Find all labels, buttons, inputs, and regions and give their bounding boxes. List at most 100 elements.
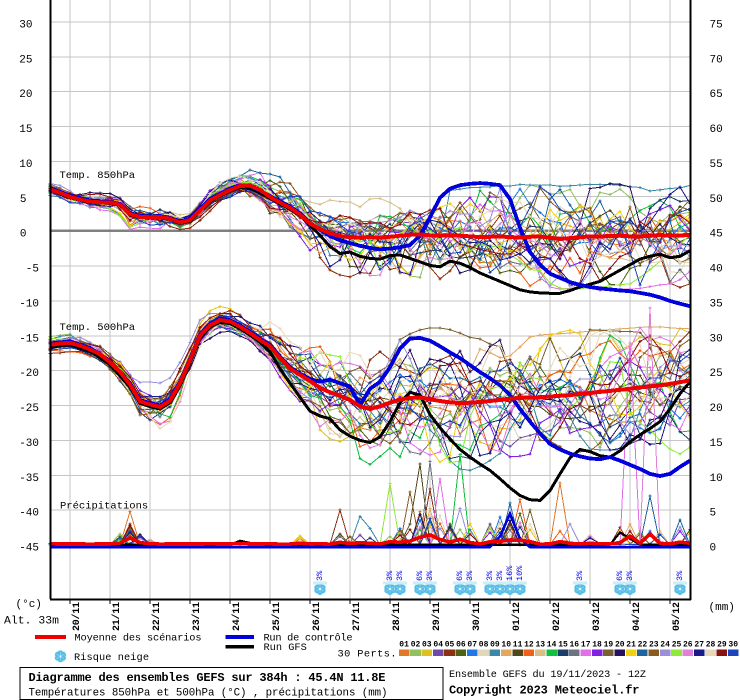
svg-text:(mm): (mm) [709,602,735,614]
svg-text:60: 60 [710,124,723,136]
svg-text:45: 45 [710,229,723,241]
svg-text:03/12: 03/12 [591,602,603,631]
svg-text:55: 55 [710,159,723,171]
svg-text:13: 13 [535,641,545,650]
svg-text:29: 29 [717,641,727,650]
svg-text:10: 10 [501,641,511,650]
svg-text:15: 15 [19,124,32,136]
svg-text:Copyright 2023 Meteociel.fr: Copyright 2023 Meteociel.fr [449,683,640,697]
svg-text:29/11: 29/11 [431,602,443,631]
svg-text:3%: 3% [385,570,395,581]
svg-text:24/11: 24/11 [231,602,243,631]
svg-text:Run de contrôle: Run de contrôle [264,632,353,644]
svg-text:3%: 3% [315,570,325,581]
svg-text:6%: 6% [615,570,625,581]
svg-text:18: 18 [592,641,602,650]
svg-text:-15: -15 [19,333,39,345]
svg-text:75: 75 [710,20,723,32]
svg-text:03: 03 [422,641,432,650]
svg-text:23/11: 23/11 [191,602,203,631]
svg-text:16%: 16% [505,565,515,581]
svg-text:70: 70 [710,54,723,66]
svg-text:-5: -5 [26,264,39,276]
svg-text:15: 15 [710,438,723,450]
svg-text:3%: 3% [625,570,635,581]
svg-text:3%: 3% [465,570,475,581]
svg-text:25: 25 [710,368,723,380]
svg-text:Temp. 500hPa: Temp. 500hPa [60,322,136,334]
svg-text:3%: 3% [485,570,495,581]
svg-text:Alt. 33m: Alt. 33m [4,616,59,628]
svg-text:09: 09 [490,641,500,650]
svg-text:10%: 10% [515,565,525,581]
svg-text:21/11: 21/11 [111,602,123,631]
svg-text:28: 28 [706,641,716,650]
svg-text:15: 15 [558,641,568,650]
svg-text:28/11: 28/11 [391,602,403,631]
svg-text:02: 02 [411,641,421,650]
svg-text:Moyenne des scénarios: Moyenne des scénarios [75,632,202,644]
svg-text:0: 0 [20,229,27,241]
svg-text:21: 21 [626,641,636,650]
svg-text:30: 30 [728,641,738,650]
svg-text:07: 07 [467,641,477,650]
svg-text:25: 25 [19,54,32,66]
svg-text:24: 24 [660,641,670,650]
svg-text:10: 10 [710,473,723,485]
svg-text:Températures 850hPa et 500hPa: Températures 850hPa et 500hPa (°C) , pré… [29,688,388,700]
svg-text:02/12: 02/12 [551,602,563,631]
svg-text:35: 35 [710,298,723,310]
svg-text:-45: -45 [19,543,39,555]
svg-text:Run GFS: Run GFS [264,642,307,654]
svg-text:6%: 6% [415,570,425,581]
svg-text:16: 16 [569,641,579,650]
svg-text:11: 11 [513,641,523,650]
svg-text:01: 01 [399,641,409,650]
svg-text:5: 5 [20,194,27,206]
svg-text:06: 06 [456,641,466,650]
svg-text:3%: 3% [495,570,505,581]
svg-text:3%: 3% [675,570,685,581]
svg-text:20/11: 20/11 [71,602,83,631]
svg-text:12: 12 [524,641,534,650]
svg-text:05: 05 [445,641,455,650]
svg-text:30: 30 [710,333,723,345]
svg-text:3%: 3% [575,570,585,581]
svg-text:20: 20 [710,403,723,415]
svg-text:-35: -35 [19,473,39,485]
svg-text:25: 25 [672,641,682,650]
svg-text:20: 20 [615,641,625,650]
svg-text:-10: -10 [19,298,39,310]
svg-text:04: 04 [433,641,443,650]
svg-text:Risque neige: Risque neige [74,652,149,664]
svg-text:05/12: 05/12 [671,602,683,631]
svg-text:27/11: 27/11 [351,602,363,631]
svg-text:65: 65 [710,89,723,101]
svg-text:23: 23 [649,641,659,650]
svg-text:30/11: 30/11 [471,602,483,631]
svg-text:Temp. 850hPa: Temp. 850hPa [60,170,136,182]
svg-text:50: 50 [710,194,723,206]
svg-text:3%: 3% [395,570,405,581]
svg-text:0: 0 [710,543,717,555]
svg-text:-25: -25 [19,403,39,415]
svg-text:6%: 6% [455,570,465,581]
svg-text:30: 30 [19,20,32,32]
svg-text:26/11: 26/11 [311,602,323,631]
svg-text:-20: -20 [19,368,39,380]
svg-text:27: 27 [694,641,704,650]
svg-text:40: 40 [710,264,723,276]
svg-text:26: 26 [683,641,693,650]
svg-text:5: 5 [710,508,717,520]
svg-text:01/12: 01/12 [511,602,523,631]
svg-text:22/11: 22/11 [151,602,163,631]
svg-text:(°c): (°c) [16,599,42,611]
svg-text:25/11: 25/11 [271,602,283,631]
svg-text:3%: 3% [425,570,435,581]
svg-text:17: 17 [581,641,591,650]
svg-text:08: 08 [479,641,489,650]
svg-text:Précipitations: Précipitations [60,501,148,513]
svg-text:-30: -30 [19,438,39,450]
svg-text:30 Perts.: 30 Perts. [338,649,397,661]
svg-text:04/12: 04/12 [631,602,643,631]
